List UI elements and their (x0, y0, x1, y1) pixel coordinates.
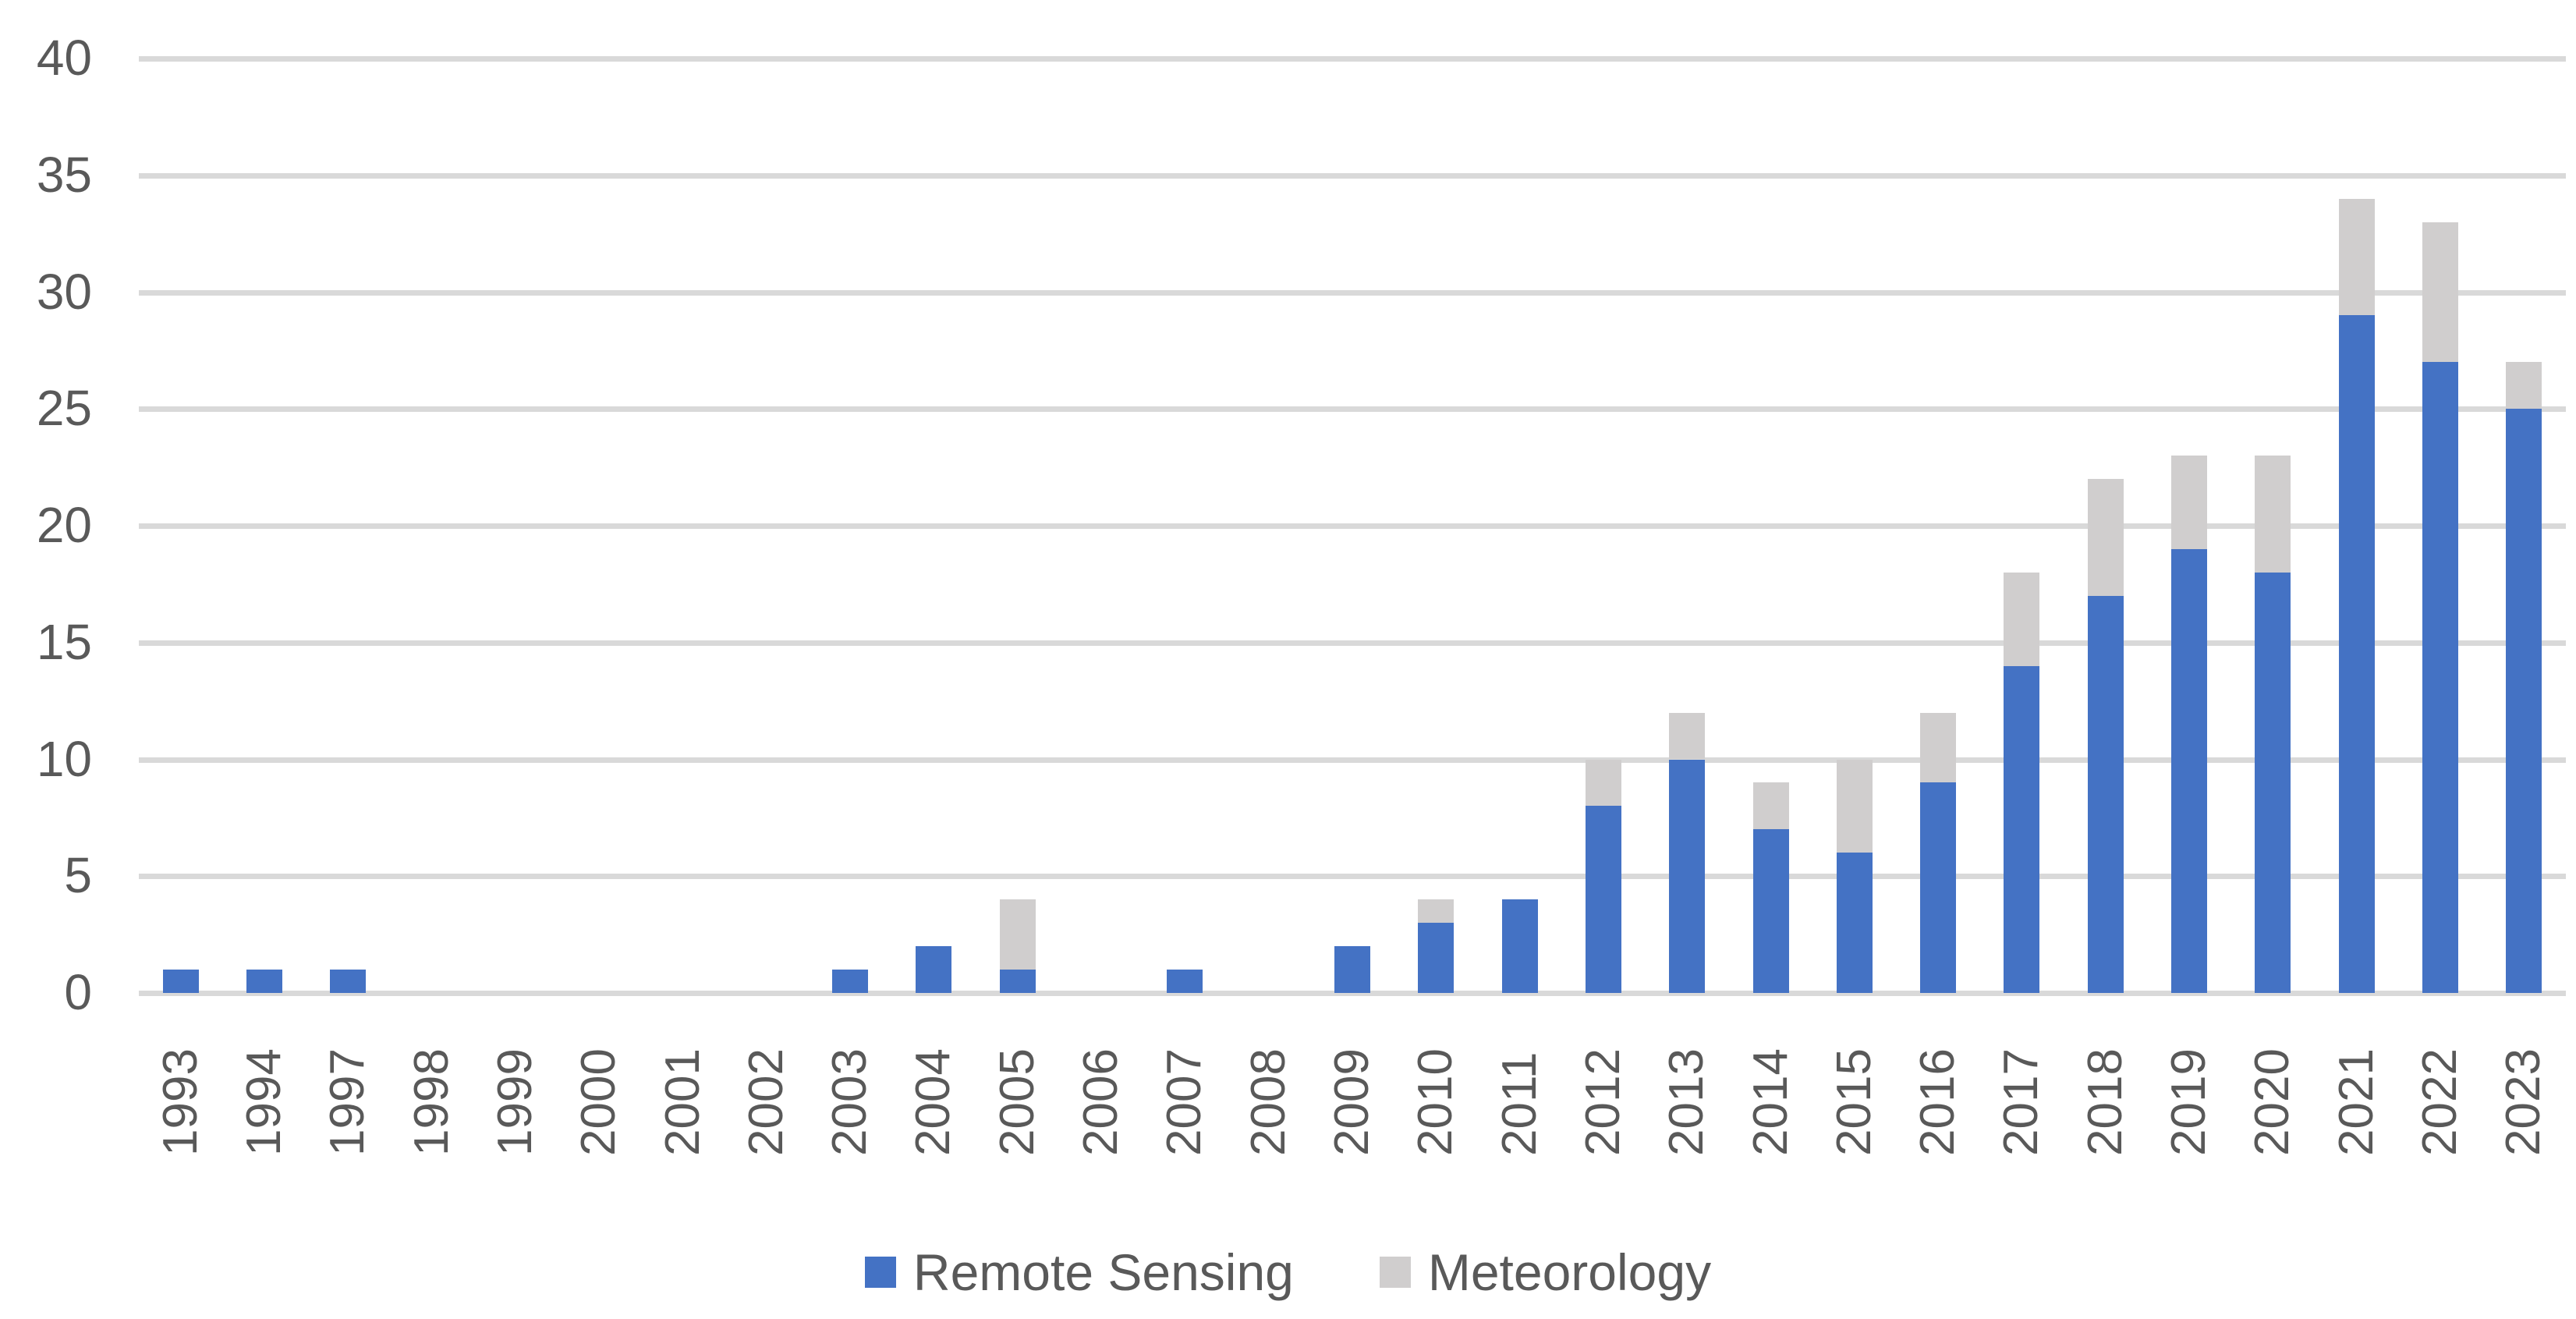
bar-segment-remote-sensing-2012 (1585, 806, 1621, 993)
x-tick-label: 2019 (2162, 1048, 2216, 1156)
x-tick-label: 2003 (823, 1048, 877, 1156)
bar-segment-meteorology-2018 (2087, 479, 2124, 596)
y-tick-label: 15 (36, 613, 92, 670)
gridline (139, 289, 2566, 296)
bar-segment-remote-sensing-2017 (2004, 665, 2040, 993)
x-tick-label: 1998 (404, 1048, 459, 1156)
x-tick-label: 2017 (1994, 1048, 2049, 1156)
bar-segment-meteorology-2016 (1920, 712, 1957, 783)
bar-segment-meteorology-2021 (2338, 198, 2375, 316)
bar-segment-meteorology-2019 (2171, 456, 2208, 549)
bar-segment-remote-sensing-2016 (1920, 782, 1957, 993)
y-tick-label: 35 (36, 146, 92, 203)
x-tick-label: 2005 (990, 1048, 1044, 1156)
bar-segment-meteorology-2005 (999, 899, 1036, 970)
x-tick-label: 1997 (321, 1048, 375, 1156)
x-tick-label: 2008 (1241, 1048, 1295, 1156)
y-tick-label: 20 (36, 497, 92, 553)
gridline (139, 56, 2566, 62)
x-tick-label: 2018 (2078, 1048, 2132, 1156)
bar-segment-remote-sensing-2018 (2087, 595, 2124, 993)
legend-item: Meteorology (1379, 1243, 1712, 1301)
bar-segment-remote-sensing-1997 (330, 970, 367, 993)
x-tick-label: 2014 (1743, 1048, 1798, 1156)
legend-item: Remote Sensing (864, 1243, 1294, 1301)
y-tick-label: 0 (64, 964, 92, 1020)
bar-segment-remote-sensing-2015 (1836, 853, 1873, 993)
legend-swatch-remote-sensing (864, 1257, 896, 1288)
y-tick-label: 5 (64, 847, 92, 904)
bar-segment-meteorology-2017 (2004, 572, 2040, 666)
bar-segment-remote-sensing-2014 (1752, 829, 1789, 993)
x-tick-label: 1993 (153, 1048, 207, 1156)
bar-segment-remote-sensing-2010 (1418, 923, 1455, 993)
x-tick-label: 2002 (739, 1048, 793, 1156)
x-tick-label: 2015 (1827, 1048, 1881, 1156)
x-tick-label: 2007 (1157, 1048, 1212, 1156)
legend-swatch-meteorology (1379, 1257, 1411, 1288)
legend-label: Meteorology (1427, 1243, 1712, 1301)
gridline (139, 523, 2566, 529)
x-tick-label: 2016 (1911, 1048, 1965, 1156)
bar-segment-remote-sensing-2021 (2338, 315, 2375, 993)
bar-segment-remote-sensing-2009 (1334, 946, 1370, 993)
gridline (139, 172, 2566, 179)
gridline (139, 757, 2566, 763)
bar-segment-remote-sensing-2020 (2255, 572, 2291, 993)
bar-segment-remote-sensing-2003 (832, 970, 869, 993)
x-tick-label: 2012 (1575, 1048, 1630, 1156)
x-tick-label: 2022 (2413, 1048, 2468, 1156)
bar-segment-remote-sensing-2013 (1669, 759, 1706, 993)
bar-segment-remote-sensing-2019 (2171, 548, 2208, 993)
bar-segment-meteorology-2013 (1669, 712, 1706, 760)
bar-segment-remote-sensing-2011 (1501, 899, 1538, 993)
x-tick-label: 2006 (1074, 1048, 1129, 1156)
bar-segment-remote-sensing-2022 (2422, 362, 2459, 993)
gridline (139, 991, 2566, 996)
y-tick-label: 40 (36, 30, 92, 86)
bar-segment-remote-sensing-2007 (1167, 970, 1203, 993)
x-tick-label: 1994 (236, 1048, 291, 1156)
x-tick-label: 2010 (1408, 1048, 1463, 1156)
gridline (139, 640, 2566, 646)
bar-segment-remote-sensing-1994 (246, 970, 282, 993)
x-tick-label: 2000 (572, 1048, 626, 1156)
legend: Remote Sensing Meteorology (0, 1245, 2576, 1299)
gridline (139, 406, 2566, 413)
x-tick-label: 2011 (1492, 1051, 1547, 1156)
y-tick-label: 25 (36, 380, 92, 437)
bar-segment-meteorology-2012 (1585, 759, 1621, 807)
x-tick-label: 2004 (906, 1048, 961, 1156)
x-tick-label: 2020 (2245, 1048, 2300, 1156)
bar-segment-remote-sensing-2005 (999, 970, 1036, 993)
x-tick-label: 2009 (1325, 1048, 1379, 1156)
bar-segment-remote-sensing-2023 (2506, 409, 2542, 993)
y-tick-label: 30 (36, 263, 92, 320)
bar-segment-remote-sensing-2004 (916, 946, 952, 993)
bar-segment-remote-sensing-1993 (162, 970, 199, 993)
bar-segment-meteorology-2022 (2422, 222, 2459, 363)
legend-label: Remote Sensing (912, 1243, 1294, 1301)
bar-segment-meteorology-2010 (1418, 899, 1455, 924)
x-tick-label: 1999 (487, 1048, 542, 1156)
y-tick-label: 10 (36, 730, 92, 787)
bar-segment-meteorology-2015 (1836, 759, 1873, 853)
gridline (139, 874, 2566, 880)
x-tick-label: 2021 (2329, 1048, 2383, 1156)
bar-segment-meteorology-2014 (1752, 782, 1789, 830)
x-tick-label: 2023 (2496, 1048, 2551, 1156)
x-tick-label: 2013 (1660, 1048, 1714, 1156)
x-tick-label: 2001 (655, 1048, 710, 1156)
bar-segment-meteorology-2023 (2506, 362, 2542, 410)
bar-segment-meteorology-2020 (2255, 456, 2291, 573)
